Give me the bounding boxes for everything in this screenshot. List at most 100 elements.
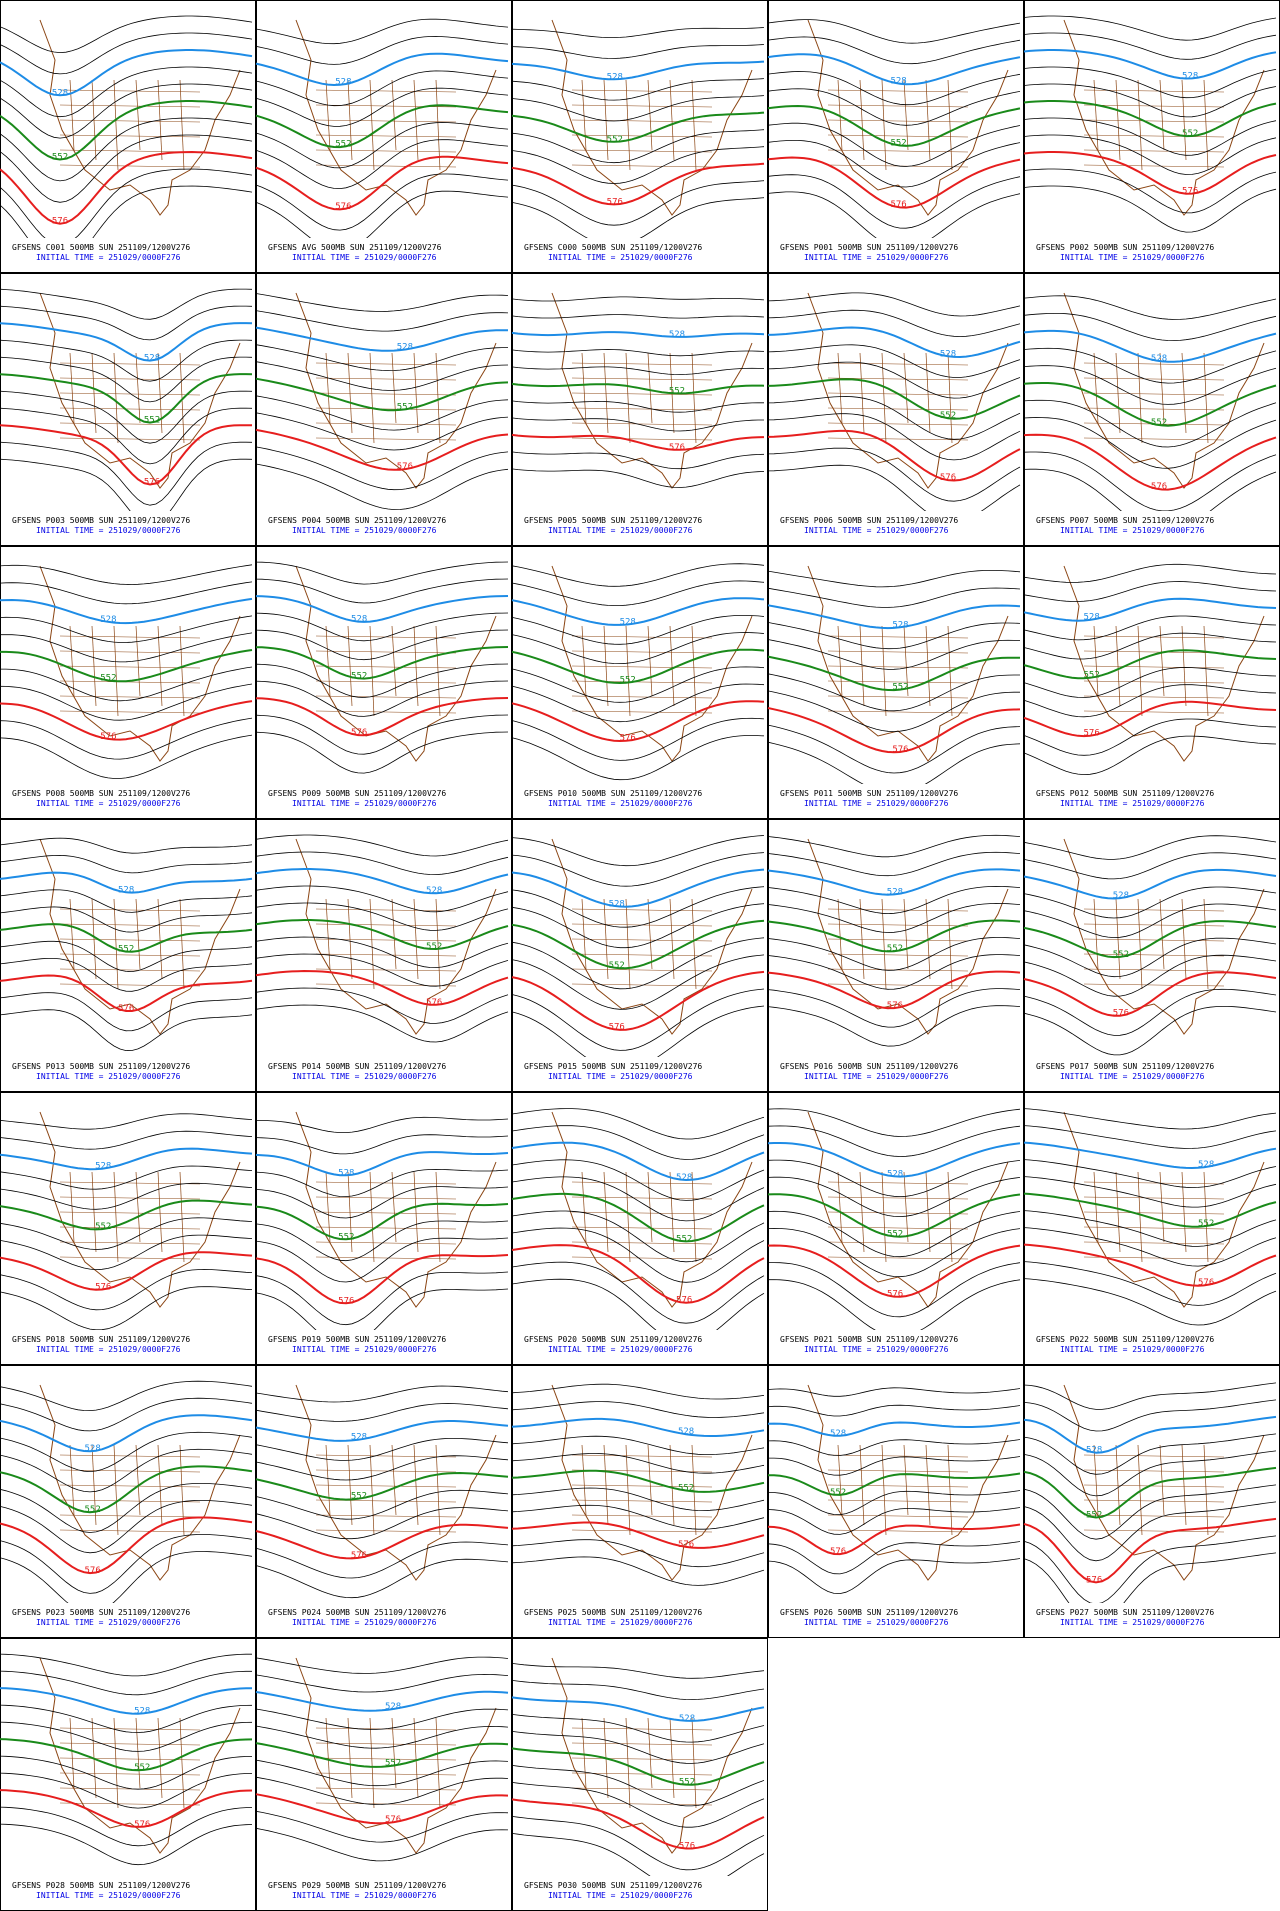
state-line bbox=[179, 1171, 185, 1263]
panel-title: GFSENS P027 500MB SUN 251109/1200V276 bbox=[1036, 1608, 1214, 1617]
state-line bbox=[571, 938, 713, 942]
contour-line bbox=[0, 1130, 253, 1150]
contour-line bbox=[1023, 667, 1277, 698]
state-line bbox=[1093, 625, 1099, 697]
state-line bbox=[59, 134, 201, 138]
state-line bbox=[391, 79, 397, 151]
state-line bbox=[1083, 1529, 1225, 1533]
contour-label: 528 bbox=[890, 76, 906, 86]
panel-subtitle: INITIAL TIME = 251029/0000F276 bbox=[548, 1891, 693, 1900]
contour-line bbox=[255, 1186, 509, 1219]
contour-line bbox=[0, 1414, 253, 1453]
state-line bbox=[1083, 953, 1225, 957]
state-line bbox=[135, 1717, 141, 1789]
panel-title: GFSENS P021 500MB SUN 251109/1200V276 bbox=[780, 1335, 958, 1344]
contour-line bbox=[0, 1286, 253, 1331]
contour-label: 576 bbox=[95, 1282, 111, 1292]
map-panel: 528 552 576 GFSENS P024 500MB SUN 251109/12… bbox=[255, 1365, 512, 1638]
contour-label: 528 bbox=[679, 1714, 695, 1724]
panel-subtitle: INITIAL TIME = 251029/0000F276 bbox=[804, 253, 949, 262]
panel-subtitle: INITIAL TIME = 251029/0000F276 bbox=[292, 1072, 437, 1081]
state-line bbox=[603, 625, 609, 707]
contour-line bbox=[0, 407, 253, 465]
contour-line bbox=[1023, 1006, 1277, 1056]
state-line bbox=[435, 1717, 441, 1809]
state-line bbox=[59, 1241, 201, 1245]
state-line bbox=[59, 119, 201, 123]
contour-line bbox=[511, 1125, 765, 1160]
caption-bg bbox=[1, 1603, 255, 1637]
state-line bbox=[669, 1717, 675, 1799]
contour-line bbox=[0, 906, 253, 933]
contour-line bbox=[511, 162, 765, 206]
map-panel: 528 552 576 GFSENS P020 500MB SUN 251109/12… bbox=[511, 1092, 768, 1365]
contour-label: 528 bbox=[426, 886, 442, 896]
contour-line bbox=[1023, 15, 1277, 41]
state-line bbox=[827, 89, 969, 93]
contour-label: 552 bbox=[1151, 418, 1167, 428]
contour-line bbox=[0, 683, 253, 721]
state-line bbox=[391, 898, 397, 970]
state-line bbox=[625, 898, 631, 990]
state-line bbox=[59, 1514, 201, 1518]
contour-line bbox=[511, 563, 765, 587]
state-line bbox=[903, 898, 909, 970]
contour-line bbox=[767, 1142, 1021, 1178]
state-line bbox=[827, 1484, 969, 1488]
panel-title: GFSENS P020 500MB SUN 251109/1200V276 bbox=[524, 1335, 702, 1344]
state-line bbox=[369, 625, 375, 717]
map-panel: 528 552 576 GFSENS AVG 500MB SUN 251109/120… bbox=[255, 0, 512, 273]
state-line bbox=[1093, 79, 1099, 151]
state-line bbox=[369, 1444, 375, 1536]
contour-label: 576 bbox=[669, 443, 685, 453]
panel-border bbox=[256, 1092, 512, 1365]
contour-line bbox=[1023, 66, 1277, 99]
contour-line bbox=[255, 1151, 509, 1177]
contour-label: 576 bbox=[830, 1547, 846, 1557]
state-line bbox=[369, 1171, 375, 1263]
contour-line bbox=[1023, 433, 1277, 491]
contour-line bbox=[511, 988, 765, 1051]
state-line bbox=[1083, 1241, 1225, 1245]
caption-bg bbox=[513, 511, 767, 545]
state-line bbox=[1083, 938, 1225, 942]
panel-title: GFSENS P016 500MB SUN 251109/1200V276 bbox=[780, 1062, 958, 1071]
contour-line bbox=[255, 173, 509, 231]
state-line bbox=[1181, 625, 1187, 707]
panel-title: GFSENS P030 500MB SUN 251109/1200V276 bbox=[524, 1881, 702, 1890]
contour-line bbox=[255, 969, 509, 1006]
contour-line bbox=[0, 581, 253, 605]
state-line bbox=[91, 79, 97, 161]
map-panel: 528 552 576 GFSENS P006 500MB SUN 251109/12… bbox=[767, 273, 1024, 546]
contour-line bbox=[767, 622, 1021, 650]
state-line bbox=[827, 1226, 969, 1230]
contour-line bbox=[767, 378, 1021, 420]
contour-label: 576 bbox=[1083, 728, 1099, 738]
state-line bbox=[347, 625, 353, 707]
state-line bbox=[881, 898, 887, 990]
caption-bg bbox=[513, 1603, 767, 1637]
contour-line bbox=[511, 700, 765, 743]
contour-line bbox=[255, 155, 509, 211]
contour-line bbox=[0, 1738, 253, 1772]
contour-line bbox=[511, 1556, 765, 1586]
contour-line bbox=[511, 954, 765, 1010]
panel-border bbox=[256, 1638, 512, 1911]
state-line bbox=[1083, 1484, 1225, 1488]
state-line bbox=[69, 79, 75, 151]
state-line bbox=[881, 1171, 887, 1263]
state-line bbox=[571, 1727, 713, 1731]
map-panel: 528 552 576 GFSENS P005 500MB SUN 251109/12… bbox=[511, 273, 768, 546]
state-line bbox=[691, 898, 697, 990]
contour-line bbox=[1023, 1278, 1277, 1326]
contour-label: 552 bbox=[887, 1230, 903, 1240]
contour-line bbox=[255, 578, 509, 604]
state-line bbox=[315, 164, 457, 168]
state-line bbox=[325, 625, 331, 697]
state-line bbox=[391, 625, 397, 697]
contour-line bbox=[255, 851, 509, 876]
state-line bbox=[1083, 392, 1225, 396]
panel-subtitle: INITIAL TIME = 251029/0000F276 bbox=[292, 1891, 437, 1900]
state-line bbox=[571, 1742, 713, 1746]
contour-line bbox=[0, 564, 253, 585]
